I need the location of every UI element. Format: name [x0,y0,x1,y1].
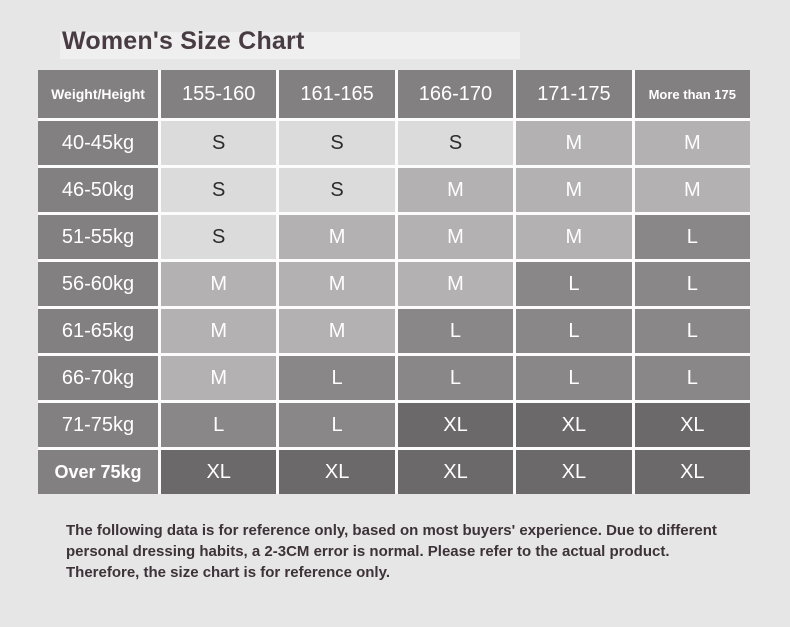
size-cell: M [397,215,514,259]
title-highlight [60,32,520,59]
size-cell: XL [279,450,395,494]
row-label: 51-55kg [38,215,158,259]
size-cell: S [161,215,277,259]
size-cell: M [161,309,277,353]
size-cell: L [634,309,750,353]
size-cell: XL [397,403,514,447]
size-cell: L [516,262,632,306]
size-cell: XL [516,403,632,447]
size-cell: S [397,121,514,165]
row-label: Over 75kg [38,450,158,494]
size-cell: M [634,168,750,212]
size-cell: XL [634,450,750,494]
size-cell: S [279,121,395,165]
disclaimer-text: The following data is for reference only… [66,522,717,581]
corner-header: Weight/Height [38,70,158,118]
size-cell: M [516,215,632,259]
column-header: 171-175 [516,70,632,118]
column-header: 155-160 [161,70,277,118]
size-cell: L [516,309,632,353]
size-cell: S [279,168,395,212]
size-cell: S [161,121,277,165]
size-cell: L [634,356,750,400]
size-cell: M [161,356,277,400]
row-label: 40-45kg [38,121,158,165]
size-cell: L [634,262,750,306]
row-label: 46-50kg [38,168,158,212]
size-cell: L [279,403,395,447]
size-cell: XL [397,450,514,494]
size-cell: L [279,356,395,400]
size-cell: L [516,356,632,400]
size-cell: L [161,403,277,447]
size-cell: XL [161,450,277,494]
size-cell: M [397,168,514,212]
column-header: More than 175 [634,70,750,118]
size-cell: L [397,356,514,400]
size-cell: M [279,262,395,306]
column-header: 166-170 [397,70,514,118]
size-cell: M [516,121,632,165]
size-cell: M [516,168,632,212]
size-chart-table: Weight/Height 155-160 161-165 166-170 171-17… [38,70,750,494]
size-cell: S [161,168,277,212]
size-cell: XL [516,450,632,494]
size-cell: M [279,309,395,353]
page-title: Women's Size Chart [62,27,305,55]
row-label: 56-60kg [38,262,158,306]
size-cell: XL [634,403,750,447]
row-label: 71-75kg [38,403,158,447]
size-cell: M [634,121,750,165]
size-cell: M [279,215,395,259]
row-label: 66-70kg [38,356,158,400]
size-cell: L [634,215,750,259]
size-cell: M [161,262,277,306]
size-cell: M [397,262,514,306]
column-header: 161-165 [279,70,395,118]
size-cell: L [397,309,514,353]
row-label: 61-65kg [38,309,158,353]
